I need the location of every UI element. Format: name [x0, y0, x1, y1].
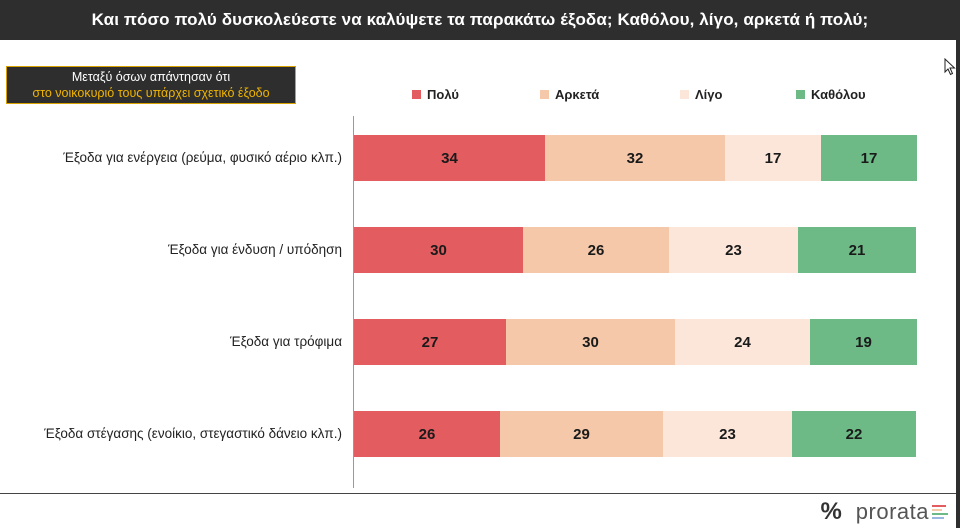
bar-segment-r1-s2: 23	[669, 227, 798, 273]
data-label-r3-s1: 29	[573, 425, 590, 443]
category-axis-line	[353, 116, 354, 488]
bar-segment-r0-s0: 34	[354, 135, 545, 181]
bar-segment-r2-s2: 24	[675, 319, 810, 365]
prorata-logo: % prorata	[820, 498, 948, 525]
subset-note-box: Μεταξύ όσων απάντησαν ότι στο νοικοκυριό…	[6, 66, 296, 104]
mouse-cursor-icon	[944, 58, 956, 76]
data-label-r0-s1: 32	[626, 149, 644, 167]
subset-note-line-2: στο νοικοκυριό τους υπάρχει σχετικό έξοδ…	[32, 86, 270, 100]
legend-label-1: Αρκετά	[555, 86, 600, 102]
data-label-r2-s2: 24	[734, 333, 751, 351]
data-label-r3-s0: 26	[418, 425, 436, 443]
bar-segment-r3-s1: 29	[500, 411, 663, 457]
logo-percent-symbol: %	[820, 498, 842, 525]
bar-segment-r3-s3: 22	[792, 411, 916, 457]
data-label-r0-s3: 17	[860, 149, 878, 167]
bar-segment-r0-s3: 17	[821, 135, 917, 181]
bar-segment-r1-s3: 21	[798, 227, 916, 273]
bar-segment-r2-s1: 30	[506, 319, 675, 365]
legend-swatch-2	[680, 89, 689, 99]
bar-segment-r3-s0: 26	[354, 411, 500, 457]
footer-divider	[0, 493, 956, 494]
legend-swatch-3	[796, 89, 805, 99]
bar-segment-r1-s1: 26	[523, 227, 669, 273]
data-label-r2-s3: 19	[855, 333, 872, 351]
legend-item-1: Αρκετά	[540, 86, 599, 102]
data-label-r1-s1: 26	[587, 241, 605, 259]
legend-item-2: Λίγο	[680, 86, 722, 102]
category-label-3: Έξοδα στέγασης (ενοίκιο, στεγαστικό δάνε…	[44, 426, 342, 441]
legend-swatch-1	[540, 89, 549, 99]
category-label-1: Έξοδα για ένδυση / υπόδηση	[168, 242, 342, 257]
data-label-r3-s2: 23	[719, 425, 736, 443]
data-label-r2-s0: 27	[421, 333, 439, 351]
bar-segment-r1-s0: 30	[354, 227, 523, 273]
bar-segment-r0-s1: 32	[545, 135, 725, 181]
legend-item-3: Καθόλου	[796, 86, 866, 102]
legend-label-2: Λίγο	[695, 86, 723, 102]
legend-label-0: Πολύ	[427, 86, 459, 102]
bar-segment-r2-s3: 19	[810, 319, 917, 365]
frame-edge	[956, 40, 960, 528]
data-label-r2-s1: 30	[582, 333, 599, 351]
data-label-r3-s3: 22	[845, 425, 863, 443]
data-label-r0-s2: 17	[764, 149, 782, 167]
data-label-r0-s0: 34	[441, 149, 458, 167]
legend-label-3: Καθόλου	[811, 86, 866, 102]
legend-item-0: Πολύ	[412, 86, 459, 102]
category-label-0: Έξοδα για ενέργεια (ρεύμα, φυσικό αέριο …	[63, 150, 342, 165]
bar-segment-r3-s2: 23	[663, 411, 792, 457]
data-label-r1-s0: 30	[430, 241, 447, 259]
bar-segment-r2-s0: 27	[354, 319, 506, 365]
bar-segment-r0-s2: 17	[725, 135, 821, 181]
subset-note-line-1: Μεταξύ όσων απάντησαν ότι	[71, 70, 231, 84]
data-label-r1-s2: 23	[725, 241, 742, 259]
data-label-r1-s3: 21	[848, 241, 866, 259]
category-label-2: Έξοδα για τρόφιμα	[229, 334, 342, 349]
logo-wordmark: prorata	[855, 499, 929, 524]
chart-title: Και πόσο πολύ δυσκολεύεστε να καλύψετε τ…	[0, 0, 960, 40]
legend-swatch-0	[412, 89, 421, 99]
logo-bars-icon	[932, 505, 948, 519]
